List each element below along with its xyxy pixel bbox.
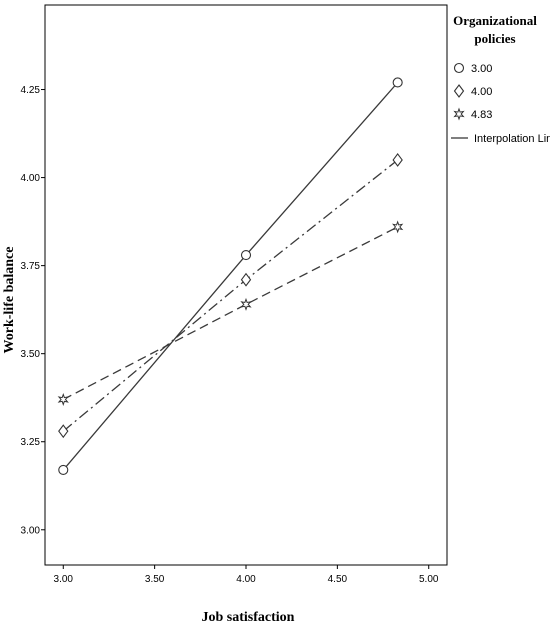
x-tick-label: 3.00 (54, 574, 74, 585)
y-tick-label: 4.00 (21, 173, 41, 184)
y-tick-label: 3.25 (21, 437, 41, 448)
legend-items: 3.00 4.00 4.83 (453, 62, 492, 121)
legend: Organizational policies 3.00 4.00 4.83 Int… (451, 13, 550, 145)
x-axis-title: Job satisfaction (202, 610, 295, 625)
y-tick-label: 3.50 (21, 349, 41, 360)
legend-label: 3.00 (471, 63, 492, 75)
data-point-3.00 (240, 250, 252, 261)
series-line-3.00 (62, 82, 399, 471)
data-point-4.83 (392, 220, 404, 234)
legend-title-line-1: Organizational (453, 13, 537, 28)
legend-marker-4.00 (453, 84, 465, 98)
series-line-4.00 (62, 159, 399, 432)
legend-label: 4.00 (471, 86, 492, 98)
legend-label: 4.83 (471, 109, 492, 121)
legend-marker-3.00 (453, 62, 465, 74)
legend-interpolation-label: Interpolation Line (474, 133, 550, 145)
data-point-4.83 (57, 392, 69, 406)
data-point-4.00 (392, 153, 403, 167)
x-tick-label: 4.00 (236, 574, 256, 585)
x-tick-label: 5.00 (419, 574, 439, 585)
data-point-3.00 (58, 464, 69, 475)
series-line-4.83 (62, 226, 398, 401)
legend-title-line-2: policies (474, 31, 515, 46)
series-group (57, 77, 404, 475)
data-point-4.00 (240, 272, 252, 287)
x-tick-label: 4.50 (328, 574, 348, 585)
legend-marker-4.83 (453, 107, 465, 121)
y-axis-title: Work-life balance (2, 247, 17, 354)
y-tick-label: 4.25 (21, 85, 41, 96)
y-axis: 3.00 3.25 3.50 3.75 4.00 4.25 (21, 85, 45, 536)
y-tick-label: 3.00 (21, 525, 41, 536)
data-point-3.00 (392, 77, 403, 88)
x-tick-label: 3.50 (145, 574, 165, 585)
data-point-4.00 (58, 424, 69, 439)
y-tick-label: 3.75 (21, 261, 41, 272)
data-point-4.83 (240, 297, 252, 311)
x-axis: 3.00 3.50 4.00 4.50 5.00 (54, 565, 439, 585)
